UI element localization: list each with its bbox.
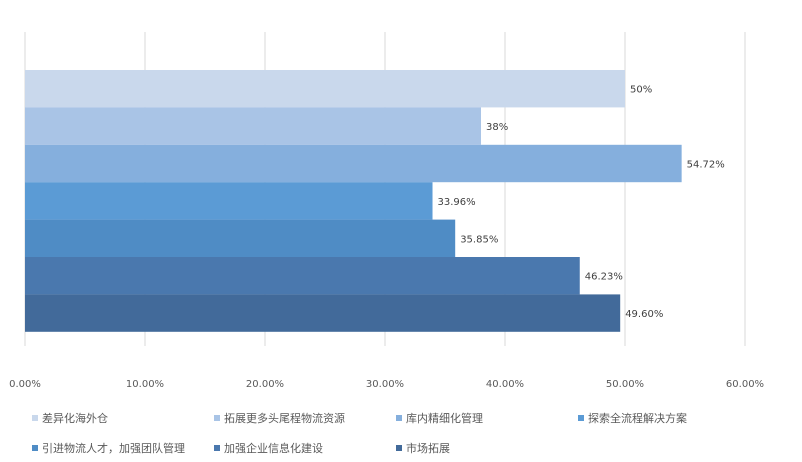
legend-item: 探索全流程解决方案	[578, 410, 758, 426]
data-label: 33.96%	[438, 197, 476, 208]
bar	[25, 144, 682, 183]
legend-item: 市场拓展	[396, 440, 578, 456]
bar-chart: 50% 38% 54.72% 33.96% 35.85% 46.23% 49.60% 0.0…	[9, 32, 764, 390]
data-label: 49.60%	[625, 309, 663, 320]
legend-label: 差异化海外仓	[42, 412, 108, 425]
legend-label: 库内精细化管理	[406, 412, 483, 425]
legend-item: 引进物流人才，加强团队管理	[32, 440, 214, 456]
data-label: 50%	[630, 85, 652, 96]
legend-label: 拓展更多头尾程物流资源	[224, 412, 345, 425]
bar	[25, 107, 481, 145]
x-tick-label: 60.00%	[726, 379, 764, 390]
legend-swatch	[32, 415, 38, 421]
x-tick-label: 20.00%	[246, 379, 284, 390]
legend-item: 库内精细化管理	[396, 410, 578, 426]
legend-swatch	[578, 415, 584, 421]
bar	[25, 294, 621, 332]
bar	[25, 219, 456, 257]
data-label: 54.72%	[687, 160, 725, 171]
legend-item: 拓展更多头尾程物流资源	[214, 410, 396, 426]
x-axis-ticks: 0.00% 10.00% 20.00% 30.00% 40.00% 50.00% 60.00…	[9, 379, 764, 390]
bar	[25, 182, 433, 220]
data-label: 38%	[486, 122, 508, 133]
legend-item: 加强企业信息化建设	[214, 440, 396, 456]
x-tick-label: 10.00%	[126, 379, 164, 390]
x-tick-label: 40.00%	[486, 379, 524, 390]
legend: 差异化海外仓 拓展更多头尾程物流资源 库内精细化管理 探索全流程解决方案引进物流人才，…	[32, 410, 792, 456]
legend-label: 引进物流人才，加强团队管理	[42, 442, 185, 455]
x-tick-label: 0.00%	[9, 379, 41, 390]
data-label: 35.85%	[460, 234, 498, 245]
bar	[25, 70, 625, 108]
data-label: 46.23%	[585, 272, 623, 283]
legend-swatch	[214, 445, 220, 451]
x-tick-label: 50.00%	[606, 379, 644, 390]
bar	[25, 257, 580, 295]
legend-label: 市场拓展	[406, 442, 450, 455]
legend-swatch	[32, 445, 38, 451]
legend-swatch	[396, 415, 402, 421]
bars	[25, 70, 682, 332]
legend-label: 探索全流程解决方案	[588, 412, 687, 425]
legend-swatch	[214, 415, 220, 421]
legend-swatch	[396, 445, 402, 451]
data-labels: 50% 38% 54.72% 33.96% 35.85% 46.23% 49.60%	[438, 85, 725, 320]
legend-label: 加强企业信息化建设	[224, 442, 323, 455]
x-tick-label: 30.00%	[366, 379, 404, 390]
legend-item: 差异化海外仓	[32, 410, 214, 426]
